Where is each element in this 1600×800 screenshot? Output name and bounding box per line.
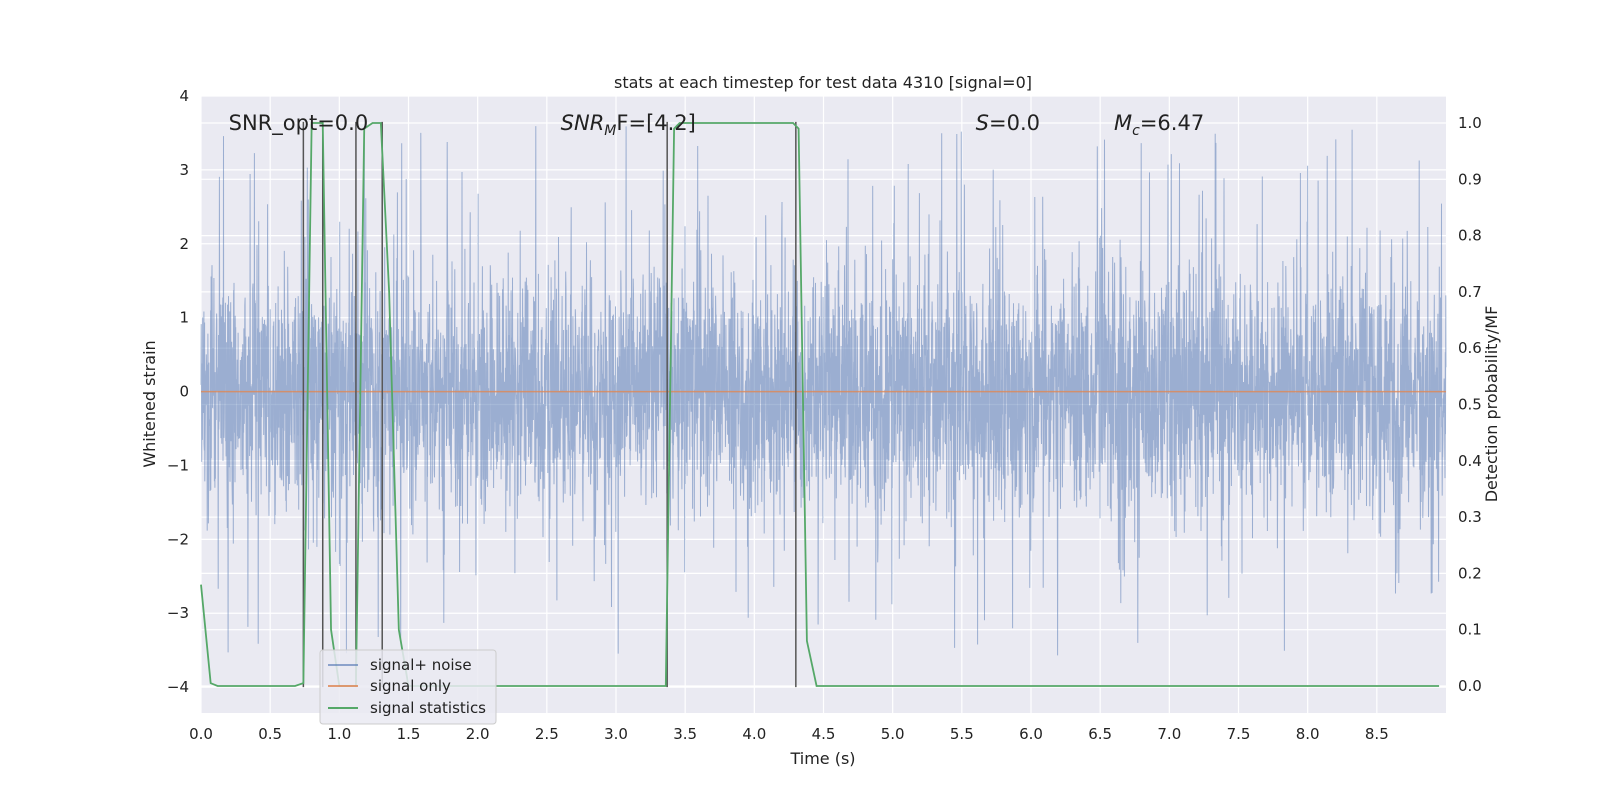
x-tick-label: 7.0 [1157, 725, 1181, 743]
x-tick-label: 0.5 [258, 725, 282, 743]
y-right-tick-label: 0.4 [1458, 452, 1482, 470]
y-right-tick-label: 0.3 [1458, 508, 1482, 526]
x-tick-label: 3.5 [673, 725, 697, 743]
y-right-tick-label: 0.7 [1458, 283, 1482, 301]
annotation-snr-mf: SNRMF=[4.2] [561, 111, 696, 139]
x-tick-label: 6.0 [1019, 725, 1043, 743]
x-tick-label: 5.0 [881, 725, 905, 743]
y-right-tick-label: 0.8 [1458, 227, 1482, 245]
y-right-tick-label: 0.0 [1458, 677, 1482, 695]
y-tick-label: −4 [167, 678, 189, 696]
x-tick-label: 1.0 [327, 725, 351, 743]
signal-noise-series [200, 126, 1447, 656]
y-right-tick-label: 0.1 [1458, 621, 1482, 639]
legend-label-signal-only: signal only [370, 677, 451, 695]
y-tick-label: 4 [179, 87, 189, 105]
signal-noise-line [200, 126, 1447, 656]
y-tick-label: −1 [167, 456, 189, 474]
x-tick-label: 6.5 [1088, 725, 1112, 743]
annotation-s-value: S=0.0 [976, 111, 1040, 135]
x-tick-label: 4.0 [742, 725, 766, 743]
y-right-tick-label: 1.0 [1458, 114, 1482, 132]
legend: signal+ noise signal only signal statist… [319, 649, 497, 725]
x-tick-label: 1.5 [397, 725, 421, 743]
y-axis-ticks: 4 3 2 1 0 −1 −2 −3 −4 [167, 87, 189, 696]
legend-label-signal-noise: signal+ noise [370, 656, 472, 674]
y-tick-label: 3 [179, 161, 189, 179]
x-axis-ticks: 0.0 0.5 1.0 1.5 2.0 2.5 3.0 3.5 4.0 4.5 5.0 5.5 6.0 6… [189, 725, 1389, 743]
x-tick-label: 7.5 [1227, 725, 1251, 743]
x-tick-label: 3.0 [604, 725, 628, 743]
legend-label-signal-statistics: signal statistics [370, 699, 486, 717]
annotations: SNR_opt=0.0 SNRMF=[4.2] S=0.0 Mc=6.47 [229, 111, 1205, 139]
x-tick-label: 2.0 [466, 725, 490, 743]
annotation-mc-value: Mc=6.47 [1114, 111, 1204, 139]
legend-box [319, 649, 497, 725]
y-right-tick-label: 0.6 [1458, 339, 1482, 357]
y-right-axis-ticks: 1.0 0.9 0.8 0.7 0.6 0.5 0.4 0.3 0.2 0.1 0.0 [1458, 114, 1482, 695]
y-tick-label: −2 [167, 530, 189, 548]
y-right-axis-label: Detection probability/MF [1482, 306, 1501, 503]
signal-statistics-line [200, 122, 1440, 687]
x-tick-label: 5.5 [950, 725, 974, 743]
y-right-tick-label: 0.2 [1458, 564, 1482, 582]
signal-statistics-series [200, 122, 1440, 687]
y-axis-label: Whitened strain [140, 340, 159, 467]
chart-title: stats at each timestep for test data 431… [614, 73, 1032, 92]
y-right-tick-label: 0.5 [1458, 396, 1482, 414]
annotation-snr-opt: SNR_opt=0.0 [229, 111, 369, 136]
y-tick-label: −3 [167, 604, 189, 622]
x-tick-label: 8.5 [1365, 725, 1389, 743]
x-tick-label: 0.0 [189, 725, 213, 743]
y-right-tick-label: 0.9 [1458, 170, 1482, 188]
x-tick-label: 8.0 [1296, 725, 1320, 743]
x-tick-label: 2.5 [535, 725, 559, 743]
x-tick-label: 4.5 [812, 725, 836, 743]
x-axis-label: Time (s) [789, 749, 855, 768]
y-tick-label: 0 [179, 383, 189, 401]
y-tick-label: 1 [179, 309, 189, 327]
y-tick-label: 2 [179, 235, 189, 253]
